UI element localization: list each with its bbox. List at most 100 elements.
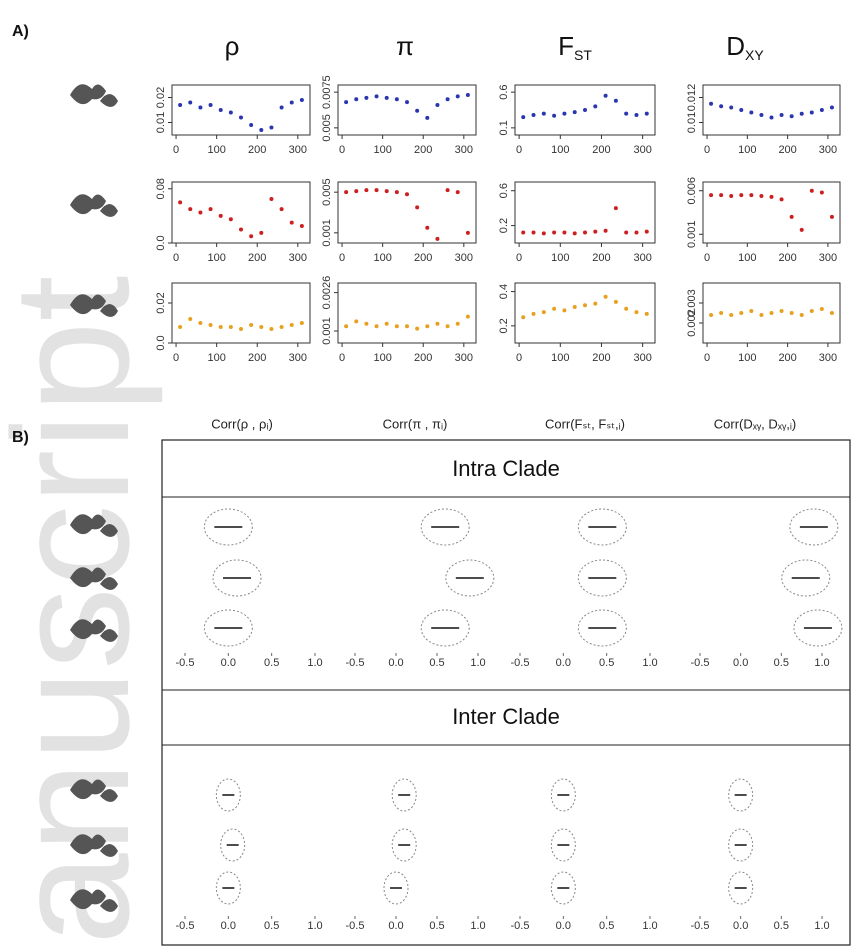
x-tick-label: 1.0 — [307, 657, 322, 669]
y-tick-label: 0.02 — [155, 292, 167, 313]
plot-frame — [337, 181, 477, 244]
violin — [420, 609, 470, 647]
point — [769, 115, 774, 120]
point — [521, 230, 526, 235]
panel-label: A) — [12, 23, 29, 40]
bird-icon — [70, 514, 118, 537]
column-title: ρ — [225, 31, 240, 61]
x-tick-label: 200 — [592, 144, 610, 156]
x-tick-label: 200 — [414, 144, 432, 156]
y-tick-label: 0.2 — [498, 318, 510, 333]
point — [364, 321, 369, 326]
point — [829, 311, 834, 315]
x-tick-label: -0.5 — [511, 920, 530, 932]
y-tick-label: 0.012 — [686, 84, 698, 112]
y-tick-label: 0.01 — [686, 112, 698, 133]
x-tick-label: 0 — [339, 144, 345, 156]
bird-icon — [70, 194, 118, 217]
x-tick-label: 0.0 — [221, 920, 236, 932]
x-tick-label: 200 — [778, 144, 796, 156]
point — [269, 327, 274, 331]
x-tick-label: 200 — [414, 252, 432, 264]
point — [593, 104, 598, 109]
point — [279, 105, 284, 110]
point — [634, 230, 639, 235]
y-tick-label: 0.005 — [321, 114, 333, 142]
point — [709, 193, 714, 198]
point — [415, 205, 420, 210]
point — [719, 193, 724, 198]
x-tick-label: 0.0 — [388, 920, 403, 932]
x-tick-label: 0 — [704, 144, 710, 156]
bird-icon — [70, 567, 118, 590]
x-tick-label: -0.5 — [176, 657, 195, 669]
point — [719, 104, 724, 109]
x-tick-label: 0 — [173, 352, 179, 364]
x-tick-label: 100 — [207, 352, 225, 364]
point — [455, 190, 460, 195]
point — [603, 228, 608, 233]
point — [239, 115, 243, 120]
y-tick-label: 0.003 — [686, 289, 698, 317]
point — [445, 188, 450, 193]
x-tick-label: 1.0 — [642, 920, 657, 932]
x-tick-label: 0 — [516, 352, 522, 364]
point — [198, 321, 203, 325]
x-tick-label: 0 — [339, 252, 345, 264]
x-tick-label: 200 — [248, 252, 266, 264]
x-tick-label: 0.5 — [264, 657, 279, 669]
x-tick-label: 1.0 — [814, 920, 829, 932]
plot-frame — [514, 84, 656, 136]
x-tick-label: 0.5 — [264, 920, 279, 932]
point — [344, 190, 349, 195]
point — [603, 294, 608, 299]
x-tick-label: -0.5 — [691, 920, 710, 932]
x-tick-label: 300 — [633, 144, 651, 156]
bird-icon — [70, 294, 118, 317]
point — [789, 114, 794, 119]
point — [759, 113, 764, 117]
point — [552, 230, 557, 235]
x-tick-label: 1.0 — [470, 920, 485, 932]
point — [364, 188, 369, 193]
point — [593, 301, 598, 306]
x-tick-label: 300 — [455, 144, 473, 156]
x-tick-label: 1.0 — [470, 657, 485, 669]
bird-icon — [70, 84, 118, 107]
y-tick-label: 0.02 — [155, 87, 167, 108]
point — [624, 230, 629, 235]
violin — [420, 508, 470, 546]
corr-label: Corr(π , πᵢ) — [383, 416, 448, 431]
point — [405, 100, 409, 105]
point — [279, 325, 284, 329]
x-tick-label: 1.0 — [814, 657, 829, 669]
point — [218, 325, 223, 329]
section-title: Intra Clade — [452, 456, 560, 481]
point — [249, 234, 254, 239]
y-tick-label: 0.0 — [155, 335, 167, 350]
watermark: anuscript — [0, 275, 163, 945]
point — [572, 231, 577, 236]
x-tick-label: -0.5 — [346, 657, 365, 669]
point — [624, 111, 629, 116]
point — [178, 325, 183, 329]
x-tick-label: -0.5 — [511, 657, 530, 669]
y-tick-label: 0.002 — [686, 309, 698, 337]
x-tick-label: 200 — [248, 352, 266, 364]
violin — [728, 828, 754, 862]
point — [603, 93, 608, 98]
x-tick-label: 100 — [207, 252, 225, 264]
point — [344, 324, 349, 329]
bird-icon — [70, 779, 118, 802]
x-tick-label: 1.0 — [307, 920, 322, 932]
point — [521, 315, 526, 320]
point — [552, 113, 557, 118]
column-title-sub: XY — [745, 47, 764, 63]
point — [279, 207, 284, 212]
point — [613, 206, 618, 211]
plot-frame — [702, 84, 841, 136]
point — [769, 311, 774, 315]
x-tick-label: 0.0 — [388, 657, 403, 669]
point — [374, 94, 379, 99]
point — [415, 108, 420, 113]
